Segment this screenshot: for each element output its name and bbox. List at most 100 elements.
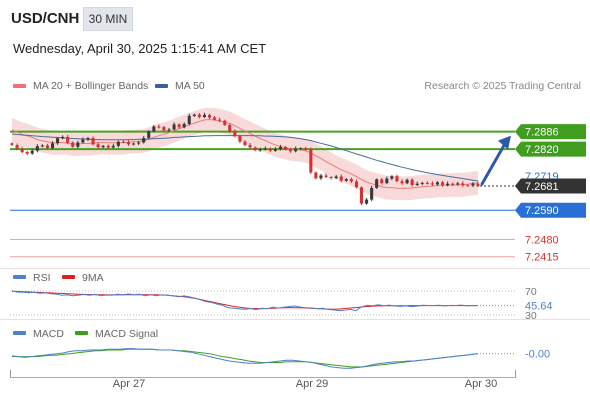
candle-body-89 (461, 183, 465, 186)
rsi-legend-label-0: RSI (33, 272, 51, 284)
research-credit: Research © 2025 Trading Central (424, 80, 581, 92)
rsi-current-label: 45.64 (525, 301, 553, 313)
candle-body-52 (273, 148, 277, 151)
candle-body-77 (400, 181, 404, 184)
candle-body-43 (228, 125, 232, 132)
forecast-arrow-head (498, 135, 511, 150)
candle-body-51 (268, 148, 272, 151)
candle-body-25 (137, 142, 141, 144)
candle-body-46 (243, 141, 247, 146)
rsi-line (11, 290, 478, 312)
macd-legend-label-0: MACD (33, 328, 64, 340)
price-tag-bg-0 (515, 124, 586, 140)
candle-body-3 (25, 152, 29, 154)
chart-datetime: Wednesday, April 30, 2025 1:15:41 AM CET (13, 41, 267, 56)
candle-body-86 (446, 183, 450, 186)
candle-body-26 (142, 138, 146, 143)
candle-body-91 (471, 183, 475, 186)
candle-body-34 (182, 123, 186, 128)
candle-body-73 (380, 179, 384, 184)
candle-body-9 (56, 138, 60, 144)
legend-label-ma20: MA 20 + Bollinger Bands (33, 80, 149, 92)
candle-body-76 (395, 176, 399, 182)
rsi-level-label-0: 70 (525, 286, 537, 298)
candle-body-41 (218, 119, 222, 121)
bollinger-band (12, 107, 478, 201)
legend-ma20-bollinger: MA 20 + Bollinger Bands (13, 80, 148, 92)
candle-body-57 (299, 148, 303, 150)
candle-body-4 (30, 150, 34, 154)
legend-swatch-ma50 (155, 84, 168, 88)
candle-body-40 (213, 117, 217, 120)
price-label-4: 7.2590 (525, 205, 559, 217)
candle-body-88 (456, 183, 460, 185)
candle-body-39 (208, 114, 212, 118)
candle-body-82 (425, 182, 429, 184)
candle-body-84 (435, 182, 439, 185)
candle-body-62 (324, 175, 328, 177)
candle-body-36 (192, 114, 196, 116)
price-label-1: 7.2820 (525, 144, 559, 156)
candle-body-70 (365, 199, 369, 204)
candle-body-8 (51, 143, 55, 149)
macd-legend-label-1: MACD Signal (95, 328, 158, 340)
ma20-line (11, 119, 479, 189)
timeframe-button[interactable]: 30 MIN (83, 7, 133, 31)
candle-body-72 (375, 179, 379, 188)
legend-label-ma50: MA 50 (175, 80, 205, 92)
candle-body-49 (258, 149, 262, 151)
price-label-3: 7.2681 (525, 181, 559, 193)
rsi-level-label-1: 30 (525, 310, 537, 322)
candle-body-20 (111, 145, 115, 148)
candle-body-45 (238, 135, 242, 142)
candle-body-1 (15, 144, 19, 149)
candle-body-23 (126, 142, 130, 145)
macd-signal-line (12, 348, 479, 368)
candle-body-50 (263, 148, 267, 150)
candle-body-28 (152, 126, 156, 132)
x-axis-label-0: Apr 27 (113, 378, 145, 390)
ma50-line (11, 133, 479, 182)
candle-body-92 (476, 183, 480, 187)
legend-swatch-ma20 (13, 84, 26, 88)
candle-body-90 (466, 185, 470, 187)
macd-line (11, 348, 479, 369)
macd-current-label: -0.00 (525, 349, 550, 361)
candle-body-60 (314, 172, 318, 179)
x-axis-label-1: Apr 29 (296, 378, 328, 390)
candle-body-19 (106, 145, 110, 148)
rsi-legend-swatch-0 (13, 275, 26, 279)
macd-legend-swatch-0 (13, 331, 26, 335)
candle-body-71 (370, 187, 374, 200)
candle-body-10 (61, 136, 65, 139)
candle-body-80 (415, 183, 419, 185)
candle-body-44 (233, 131, 237, 136)
rsi-ma9-line (11, 290, 478, 310)
symbol-title: USD/CNH (11, 10, 80, 27)
candle-body-63 (329, 177, 333, 179)
candle-body-35 (187, 115, 191, 124)
candle-body-75 (390, 176, 394, 179)
candle-body-74 (385, 178, 389, 184)
price-tag-bg-3 (515, 178, 586, 194)
candle-body-0 (10, 143, 14, 145)
price-label-0: 7.2886 (525, 127, 559, 139)
candle-body-14 (81, 139, 85, 143)
candle-body-56 (294, 148, 298, 152)
candle-body-59 (309, 149, 313, 173)
candle-body-54 (284, 147, 288, 150)
candle-body-58 (304, 148, 308, 150)
forecast-arrow-shaft (480, 142, 507, 186)
candle-body-61 (319, 175, 323, 179)
candle-body-29 (157, 126, 161, 128)
price-tag-bg-4 (515, 202, 586, 218)
rsi-legend-swatch-1 (62, 275, 75, 279)
candle-body-64 (334, 176, 338, 179)
candle-body-33 (177, 124, 181, 128)
candle-body-81 (420, 182, 424, 184)
candle-body-48 (253, 147, 257, 151)
candle-body-5 (35, 146, 39, 151)
candle-body-83 (430, 183, 434, 185)
